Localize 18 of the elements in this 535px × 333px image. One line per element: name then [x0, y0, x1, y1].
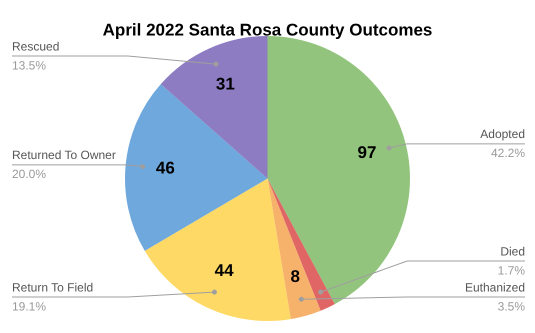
data-label: 31 [216, 74, 235, 94]
text: 42.2% [490, 146, 525, 160]
data-label: 97 [358, 143, 376, 162]
chart-title: April 2022 Santa Rosa County Outcomes [102, 20, 432, 40]
text: 19.1% [12, 299, 46, 314]
text: 1.7% [498, 263, 525, 278]
slice-label: Rescued [12, 39, 60, 54]
text: 20.0% [12, 167, 46, 182]
text: 3.5% [498, 299, 525, 314]
data-label: 46 [156, 158, 175, 178]
slice-label: Adopted [480, 127, 525, 142]
slice-label: Return To Field [12, 280, 94, 294]
slice-label: Died [500, 244, 525, 258]
slice-label: Euthanized [464, 280, 525, 294]
data-label: 44 [214, 261, 234, 280]
text: 13.5% [12, 58, 46, 72]
data-label: 8 [290, 266, 300, 286]
slice-label: Returned To Owner [12, 148, 116, 162]
